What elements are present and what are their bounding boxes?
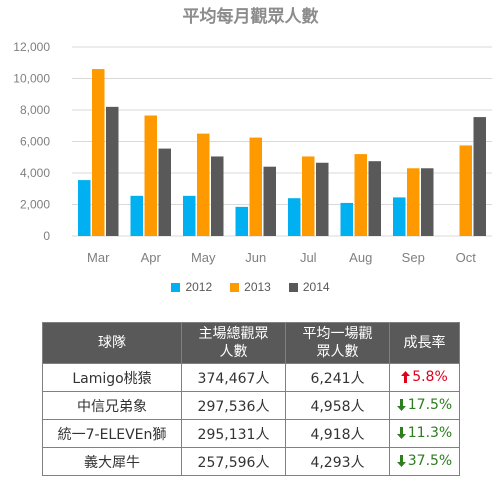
cell-team: 義大犀牛 [42, 447, 182, 476]
bar-2012-Sep [393, 197, 406, 236]
bar-2014-May [211, 156, 224, 236]
growth-value: 5.8% [401, 369, 448, 385]
legend-label: 2014 [302, 280, 330, 294]
attendance-table: 球隊 主場總觀眾 人數 平均一場觀 眾人數 成長率 Lamigo桃猿 374,467人… [42, 322, 460, 476]
bar-2014-Sep [421, 168, 434, 236]
bar-2014-Oct [473, 117, 486, 236]
bar-2012-May [183, 195, 196, 236]
cell-total: 257,596人 [181, 447, 286, 476]
bar-2014-Jul [316, 162, 329, 236]
bar-2013-Oct [459, 145, 472, 236]
cell-total: 297,536人 [181, 391, 286, 420]
arrow-down-icon [396, 454, 406, 467]
growth-value: 11.3% [396, 425, 452, 441]
y-tick-label: 4,000 [20, 166, 50, 180]
cell-total: 295,131人 [181, 419, 286, 448]
cell-growth: 5.8% [389, 363, 460, 392]
table-header-row: 球隊 主場總觀眾 人數 平均一場觀 眾人數 成長率 [42, 322, 460, 364]
cell-team: Lamigo桃猿 [42, 363, 182, 392]
legend-swatch [230, 282, 240, 292]
y-tick-label: 8,000 [20, 103, 50, 117]
bar-2013-May [197, 133, 210, 236]
x-category-label: Aug [349, 250, 372, 265]
bar-2013-Jul [302, 156, 315, 236]
bar-2014-Apr [158, 148, 171, 236]
header-growth: 成長率 [389, 322, 460, 364]
legend-item-2012: 2012 [171, 280, 212, 294]
bar-chart: 0 2,000 4,000 6,000 8,000 10,000 12,000 Mar Apr… [13, 40, 492, 265]
cell-team: 中信兄弟象 [42, 391, 182, 420]
bar-2012-Mar [78, 180, 91, 236]
cell-average: 4,958人 [285, 391, 390, 420]
cell-team: 統一7-ELEVEn獅 [42, 419, 182, 448]
y-tick-label: 0 [43, 229, 50, 243]
arrow-down-icon [396, 426, 406, 439]
cell-growth: 11.3% [389, 419, 460, 448]
chart-title: 平均每月觀眾人數 [182, 7, 319, 27]
bars [78, 69, 486, 236]
bar-2014-Jun [263, 166, 276, 236]
x-axis-categories: Mar Apr May Jun Jul Aug Sep Oct [87, 250, 476, 265]
header-average: 平均一場觀 眾人數 [285, 322, 390, 364]
legend-swatch [171, 282, 181, 292]
x-category-label: May [191, 250, 216, 265]
legend-item-2014: 2014 [288, 280, 330, 294]
bar-2013-Aug [354, 154, 367, 236]
legend-label: 2012 [185, 280, 213, 294]
bar-2012-Jun [235, 206, 248, 236]
legend-label: 2013 [244, 280, 271, 294]
x-category-label: Oct [456, 250, 477, 265]
table-row: 義大犀牛 257,596人 4,293人 37.5% [42, 447, 460, 476]
bar-2013-Mar [92, 69, 105, 236]
legend: 2012 2013 2014 [0, 280, 501, 294]
header-total: 主場總觀眾 人數 [181, 322, 286, 364]
cell-growth: 17.5% [389, 391, 460, 420]
y-axis-ticks: 0 2,000 4,000 6,000 8,000 10,000 12,000 [13, 40, 50, 243]
cell-total: 374,467人 [181, 363, 286, 392]
arrow-up-icon [401, 370, 411, 383]
cell-average: 4,293人 [285, 447, 390, 476]
cell-average: 6,241人 [285, 363, 390, 392]
arrow-down-icon [396, 398, 406, 411]
y-tick-label: 2,000 [20, 198, 50, 212]
header-team: 球隊 [42, 322, 182, 364]
x-category-label: Apr [141, 250, 162, 265]
cell-average: 4,918人 [285, 419, 390, 448]
table-row: Lamigo桃猿 374,467人 6,241人 5.8% [42, 363, 460, 392]
bar-2012-Aug [340, 202, 353, 236]
growth-value: 17.5% [396, 397, 452, 413]
bar-2012-Jul [288, 198, 301, 236]
legend-item-2013: 2013 [230, 280, 271, 294]
bar-2014-Mar [106, 106, 119, 236]
legend-swatch [288, 282, 298, 292]
table-row: 中信兄弟象 297,536人 4,958人 17.5% [42, 391, 460, 420]
cell-growth: 37.5% [389, 447, 460, 476]
bar-2012-Apr [130, 195, 143, 236]
y-tick-label: 6,000 [20, 135, 50, 149]
x-category-label: Jul [300, 250, 317, 265]
x-category-label: Sep [402, 250, 425, 265]
bar-2013-Sep [407, 168, 420, 236]
bar-2013-Jun [249, 137, 262, 236]
bar-2014-Aug [368, 161, 381, 236]
y-tick-label: 10,000 [13, 72, 50, 86]
growth-value: 37.5% [396, 453, 452, 469]
x-category-label: Mar [87, 250, 110, 265]
table-row: 統一7-ELEVEn獅 295,131人 4,918人 11.3% [42, 419, 460, 448]
x-category-label: Jun [245, 250, 266, 265]
bar-2013-Apr [144, 115, 157, 236]
y-tick-label: 12,000 [13, 40, 50, 54]
